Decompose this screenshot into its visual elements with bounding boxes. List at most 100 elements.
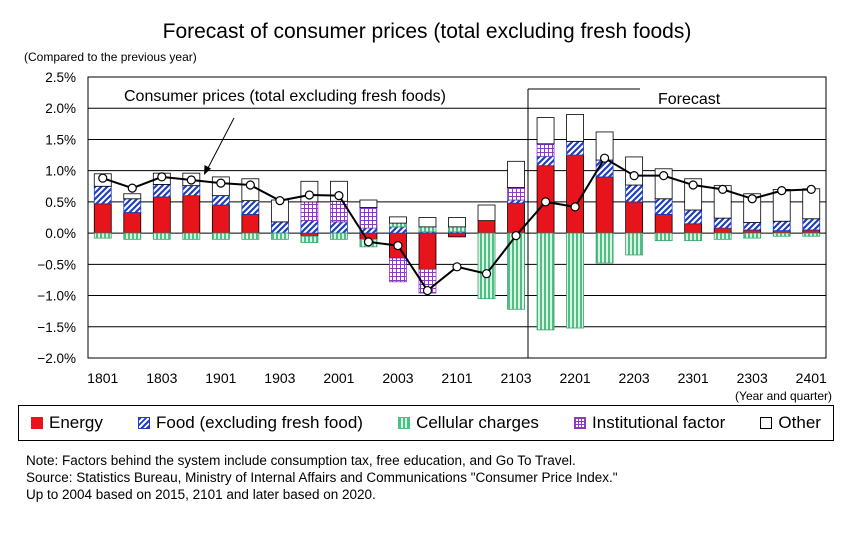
legend-item-institutional: Institutional factor: [574, 413, 725, 433]
legend: Energy Food (excluding fresh food) Cellu…: [18, 405, 834, 441]
cpi-point: [688, 180, 698, 190]
cpi-point: [806, 184, 816, 194]
legend-label: Institutional factor: [592, 413, 726, 432]
cpi-point: [599, 153, 610, 163]
bar-cellular-charges: [654, 232, 673, 242]
cpi-point: [304, 190, 314, 200]
bar-food-excluding-fresh-food: [713, 217, 732, 229]
cpi-point: [422, 285, 433, 296]
legend-label: Energy: [49, 413, 103, 432]
cpi-point: [452, 262, 462, 272]
y-tick-label: −2.0%: [37, 351, 76, 366]
energy-swatch: [31, 417, 43, 429]
forecast-annotation: Forecast: [658, 91, 721, 108]
bar-food-excluding-fresh-food: [270, 221, 289, 234]
cpi-point: [245, 180, 255, 190]
x-tick-label: 2001: [323, 370, 354, 386]
y-tick-label: −0.5%: [37, 257, 76, 272]
bar-energy: [743, 229, 762, 234]
bar-food-excluding-fresh-food: [536, 155, 555, 167]
bar-food-excluding-fresh-food: [123, 198, 142, 213]
bar-cellular-charges: [241, 232, 260, 240]
legend-label: Cellular charges: [416, 413, 539, 432]
bar-energy: [241, 213, 260, 234]
x-tick-label: 2201: [560, 370, 591, 386]
cpi-point: [275, 196, 285, 206]
bar-food-excluding-fresh-food: [743, 222, 762, 231]
legend-item-energy: Energy: [31, 413, 103, 433]
y-tick-label: 1.5%: [45, 132, 76, 147]
bar-other: [448, 217, 466, 228]
bar-food-excluding-fresh-food: [241, 200, 260, 215]
cpi-point: [393, 241, 403, 251]
bar-cellular-charges: [743, 232, 762, 239]
bar-food-excluding-fresh-food: [211, 195, 230, 206]
x-tick-label: 2301: [678, 370, 709, 386]
bar-food-excluding-fresh-food: [300, 220, 319, 234]
legend-label: Other: [778, 413, 821, 432]
bar-energy: [802, 229, 821, 234]
x-axis-label: (Year and quarter): [735, 389, 832, 403]
bar-energy: [93, 203, 112, 234]
bar-other: [418, 217, 437, 228]
bar-cellular-charges: [93, 232, 112, 239]
bar-other: [566, 114, 584, 142]
cpi-point: [127, 183, 137, 193]
line-annotation-arrowhead: [204, 165, 211, 175]
bar-cellular-charges: [713, 232, 732, 240]
bar-institutional-factor: [359, 207, 378, 229]
bar-food-excluding-fresh-food: [654, 198, 673, 215]
y-tick-label: 0.0%: [45, 226, 76, 241]
basis-line: Up to 2004 based on 2015, 2101 and later…: [26, 487, 376, 502]
bar-other: [359, 199, 378, 208]
bar-energy: [123, 212, 142, 234]
note-line: Note: Factors behind the system include …: [26, 453, 576, 468]
food-swatch: [138, 417, 150, 429]
bar-energy: [211, 204, 230, 234]
y-tick-label: 2.5%: [45, 70, 76, 85]
legend-item-other: Other: [760, 413, 821, 433]
bar-cellular-charges: [802, 232, 821, 237]
bar-energy: [566, 154, 584, 234]
bar-food-excluding-fresh-food: [507, 199, 525, 204]
bar-institutional-factor: [300, 201, 319, 222]
bar-cellular-charges: [123, 232, 142, 240]
chart-plot: 2.5% 2.0% 1.5% 1.0% 0.5% 0.0% −0.5% −1.0% −1.5% −…: [37, 70, 827, 386]
bar-institutional-factor: [507, 187, 525, 201]
bar-food-excluding-fresh-food: [93, 185, 112, 205]
bar-institutional-factor: [536, 143, 555, 157]
cpi-point: [511, 231, 521, 241]
footnotes: Note: Factors behind the system include …: [26, 452, 618, 503]
bar-cellular-charges: [448, 226, 466, 233]
bar-cellular-charges: [300, 235, 319, 243]
bar-food-excluding-fresh-food: [182, 185, 201, 197]
bar-cellular-charges: [536, 232, 555, 331]
bar-energy: [654, 213, 673, 234]
cpi-point: [216, 178, 226, 188]
bar-cellular-charges: [152, 232, 171, 240]
bar-cellular-charges: [625, 232, 644, 256]
y-tick-label: 2.0%: [45, 101, 76, 116]
bar-food-excluding-fresh-food: [625, 184, 644, 203]
x-tick-label: 1903: [264, 370, 295, 386]
x-tick-label: 2103: [500, 370, 531, 386]
bar-cellular-charges: [595, 232, 614, 264]
cpi-point: [718, 184, 728, 194]
x-tick-label: 2101: [441, 370, 472, 386]
y-axis-label: (Compared to the previous year): [24, 50, 197, 64]
bar-energy: [684, 223, 703, 234]
cpi-point: [659, 171, 669, 181]
bar-other: [507, 160, 525, 188]
cpi-point: [98, 173, 108, 183]
legend-item-food: Food (excluding fresh food): [138, 413, 363, 433]
bar-food-excluding-fresh-food: [389, 226, 407, 234]
bar-cellular-charges: [772, 232, 791, 237]
bar-cellular-charges: [566, 232, 584, 329]
x-tick-label: 2401: [796, 370, 827, 386]
cpi-point: [777, 186, 787, 196]
cpi-point: [186, 175, 196, 185]
cpi-point: [481, 269, 492, 279]
cpi-point: [570, 202, 580, 212]
bar-other: [536, 117, 555, 145]
bar-institutional-factor: [389, 257, 407, 283]
